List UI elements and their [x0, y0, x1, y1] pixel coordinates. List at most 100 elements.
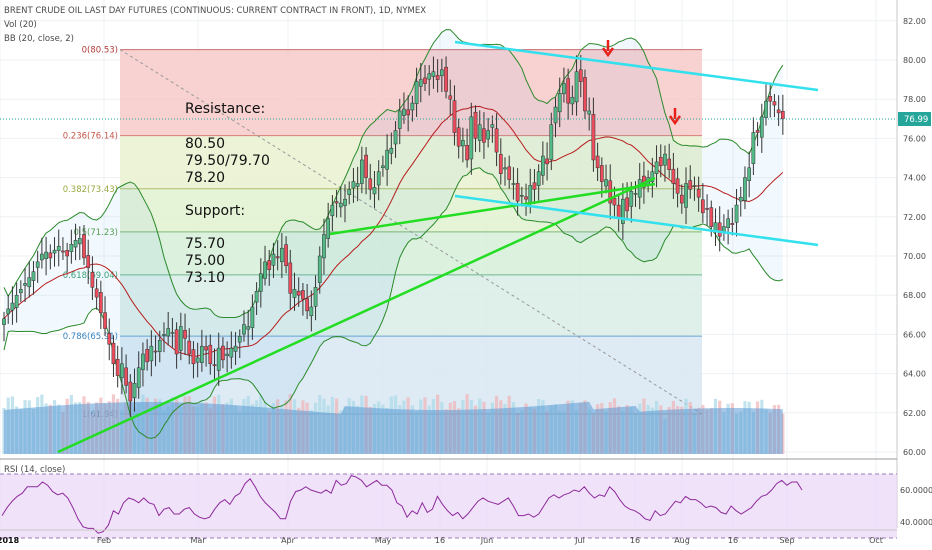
candle-body	[124, 367, 128, 386]
candle-body	[27, 277, 32, 288]
candle-body	[768, 96, 773, 102]
candle	[532, 169, 537, 205]
candle	[258, 258, 263, 308]
bollinger-indicator-label[interactable]: BB (20, close, 2)	[4, 34, 74, 44]
candle-body	[557, 93, 562, 113]
candle	[360, 146, 364, 194]
candle	[734, 188, 739, 237]
candle	[73, 223, 78, 261]
candle	[549, 112, 554, 171]
candle-body	[473, 111, 478, 139]
candle-body	[456, 127, 461, 147]
candle	[599, 157, 604, 198]
candle-body	[461, 140, 465, 147]
candle-body	[397, 110, 402, 129]
bollinger-basis	[3, 105, 784, 357]
candle-body	[705, 208, 709, 210]
candle	[351, 168, 356, 203]
candle	[225, 341, 229, 373]
candle	[77, 226, 82, 260]
candle-body	[229, 347, 234, 358]
candle	[431, 56, 436, 89]
time-tick-label: 16	[435, 536, 445, 545]
price-tick-label: 60.00	[903, 448, 926, 457]
candle	[448, 79, 453, 116]
volume-indicator-label[interactable]: Vol (20)	[4, 20, 37, 30]
candle-body	[141, 353, 145, 371]
candle	[141, 342, 145, 387]
candle-body	[65, 250, 70, 257]
candle	[469, 102, 474, 175]
candle	[444, 56, 448, 99]
candle-body	[701, 199, 705, 214]
candle	[56, 229, 61, 267]
time-tick-label: Jun	[480, 536, 494, 545]
channel-lower-line	[454, 194, 819, 247]
candle-body	[381, 165, 385, 169]
candle	[671, 152, 676, 199]
candle	[381, 155, 385, 177]
candle	[743, 166, 747, 210]
candle-body	[132, 383, 137, 399]
down-arrow-head	[668, 115, 682, 126]
candle-body	[250, 306, 255, 328]
candle	[406, 95, 411, 132]
candle	[326, 202, 331, 248]
candle	[679, 184, 684, 214]
candle-body	[317, 255, 322, 283]
candle-body	[233, 345, 238, 352]
candle-body	[722, 226, 726, 232]
candle	[553, 97, 558, 138]
candle	[2, 311, 6, 342]
candle-body	[355, 183, 360, 187]
candle	[237, 329, 242, 358]
candle	[313, 275, 318, 321]
candle	[759, 103, 764, 153]
candle-body	[679, 194, 684, 204]
candle	[208, 334, 213, 375]
time-tick-label: Mar	[190, 536, 206, 545]
candle-body	[69, 243, 74, 252]
candle-body	[267, 260, 272, 270]
price-tick-label: 80.00	[903, 56, 926, 65]
short-trendline	[329, 182, 656, 236]
candle	[705, 194, 709, 226]
candle-body	[338, 202, 343, 208]
candle	[48, 244, 53, 270]
candle-body	[326, 218, 331, 239]
candle-body	[208, 344, 213, 365]
candle	[284, 236, 288, 274]
bollinger-fill	[4, 29, 783, 439]
candle-body	[637, 179, 642, 198]
candle	[507, 155, 512, 189]
candle	[69, 229, 74, 264]
candle	[477, 110, 482, 153]
candle	[132, 368, 137, 412]
candle-body	[439, 69, 444, 77]
candle	[465, 128, 469, 168]
candle	[40, 237, 44, 269]
candle-body	[448, 95, 453, 100]
candle	[23, 268, 27, 303]
candle-body	[477, 124, 482, 141]
fib-zone	[120, 188, 702, 232]
candle-body	[406, 109, 411, 116]
fib-level-label: 0(80.53)	[82, 46, 118, 56]
candle-body	[389, 147, 394, 154]
time-tick-label: Apr	[281, 536, 296, 545]
candle	[191, 341, 196, 379]
candle-body	[536, 171, 541, 186]
candle-body	[305, 298, 309, 312]
fib-zone	[120, 274, 702, 337]
candle	[267, 249, 272, 286]
long-trendline	[57, 176, 656, 454]
candle-body	[225, 353, 229, 356]
candle	[204, 335, 208, 367]
candle-body	[595, 155, 600, 169]
candle-body	[402, 108, 406, 116]
candle	[86, 239, 91, 284]
candle	[212, 348, 217, 380]
candle-body	[587, 110, 592, 115]
candle	[764, 84, 768, 126]
